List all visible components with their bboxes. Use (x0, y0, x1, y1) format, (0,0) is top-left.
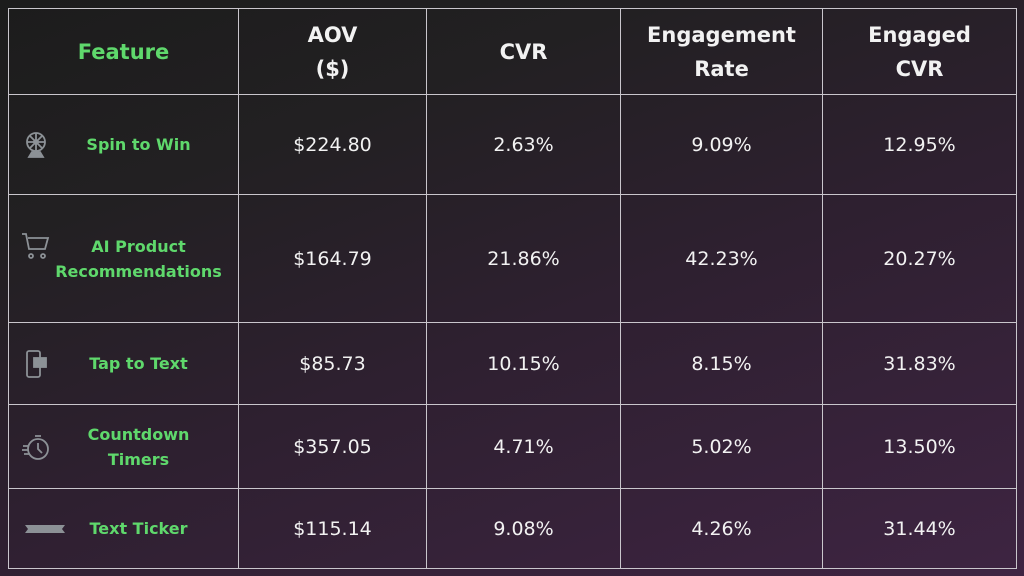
feature-cell: Text Ticker (8, 488, 239, 569)
cvr-cell: 2.63% (426, 94, 621, 195)
table-row: Spin to Win $224.80 2.63% 9.09% 12.95% (8, 94, 1017, 195)
cvr-cell: 10.15% (426, 322, 621, 405)
feature-name: Text Ticker (89, 519, 188, 538)
engagement-rate-cell: 8.15% (620, 322, 823, 405)
engagement-rate-cell: 9.09% (620, 94, 823, 195)
engaged-cvr-cell: 20.27% (822, 194, 1017, 323)
engaged-cvr-cell: 12.95% (822, 94, 1017, 195)
table-row: Countdown Timers $357.05 4.71% 5.02% 13.5… (8, 404, 1017, 489)
header-eng-line1: Engagement (647, 22, 796, 47)
engaged-cvr-cell: 31.44% (822, 488, 1017, 569)
engagement-rate-cell: 4.26% (620, 488, 823, 569)
phone-chat-icon (26, 349, 47, 378)
header-aov-line2: ($) (315, 56, 350, 81)
feature-name-line2: Timers (107, 449, 170, 469)
header-ecvr-line2: CVR (895, 56, 944, 81)
header-ecvr-line1: Engaged (868, 22, 971, 47)
feature-name-line1: Countdown (87, 424, 190, 444)
cvr-cell: 21.86% (426, 194, 621, 323)
header-cvr: CVR (426, 8, 621, 95)
table-row: Tap to Text $85.73 10.15% 8.15% 31.83% (8, 322, 1017, 405)
feature-cell: Tap to Text (8, 322, 239, 405)
aov-cell: $357.05 (238, 404, 427, 489)
aov-cell: $224.80 (238, 94, 427, 195)
shopping-cart-icon (22, 232, 50, 259)
table-row: AI Product Recommendations $164.79 21.86%… (8, 194, 1017, 323)
header-eng-line2: Rate (694, 56, 749, 81)
feature-cell: Countdown Timers (8, 404, 239, 489)
feature-name-line2: Recommendations (55, 261, 222, 281)
aov-cell: $115.14 (238, 488, 427, 569)
header-aov-line1: AOV (307, 22, 358, 47)
ribbon-banner-icon (25, 524, 65, 533)
cvr-cell: 4.71% (426, 404, 621, 489)
aov-cell: $85.73 (238, 322, 427, 405)
feature-cell: Spin to Win (8, 94, 239, 195)
feature-name: Spin to Win (86, 135, 191, 154)
engaged-cvr-cell: 13.50% (822, 404, 1017, 489)
engagement-rate-cell: 5.02% (620, 404, 823, 489)
header-row: Feature AOV ($) CVR Engagement Rate Engage… (8, 8, 1017, 95)
header-feature: Feature (8, 8, 239, 95)
engaged-cvr-cell: 31.83% (822, 322, 1017, 405)
feature-cell: AI Product Recommendations (8, 194, 239, 323)
engagement-rate-cell: 42.23% (620, 194, 823, 323)
header-aov: AOV ($) (238, 8, 427, 95)
feature-metrics-table: Feature AOV ($) CVR Engagement Rate Engage… (8, 8, 1017, 569)
cvr-cell: 9.08% (426, 488, 621, 569)
prize-wheel-icon (26, 131, 46, 158)
header-engagement-rate: Engagement Rate (620, 8, 823, 95)
table-row: Text Ticker $115.14 9.08% 4.26% 31.44% (8, 488, 1017, 569)
aov-cell: $164.79 (238, 194, 427, 323)
header-engaged-cvr: Engaged CVR (822, 8, 1017, 95)
feature-name: Tap to Text (89, 354, 188, 373)
feature-name-line1: AI Product (91, 236, 186, 256)
stopwatch-icon (22, 434, 49, 460)
